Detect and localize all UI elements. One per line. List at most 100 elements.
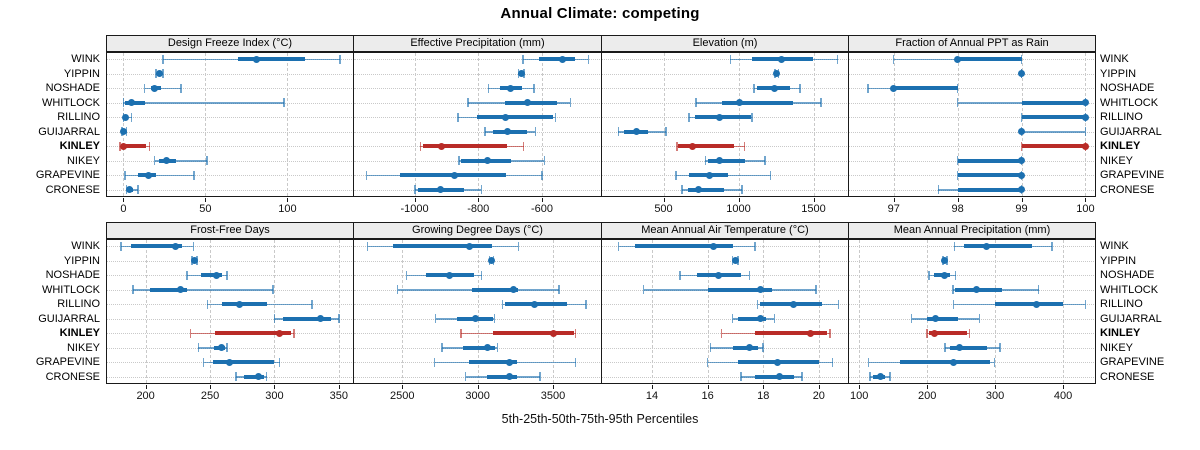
interval-25-75 — [995, 302, 1064, 307]
median-dot — [510, 286, 518, 294]
axis-tick-label: 50 — [199, 203, 212, 215]
median-dot — [436, 186, 444, 194]
interval-25-75 — [1021, 144, 1086, 149]
site-label-left-cronese: CRONESE — [45, 183, 100, 196]
interval-5-95 — [144, 87, 181, 89]
median-dot — [931, 329, 939, 337]
median-dot — [770, 84, 778, 92]
interval-cap-high — [574, 328, 577, 338]
interval-cap-low — [414, 185, 416, 195]
interval-cap-high — [585, 299, 587, 309]
site-label-left-yippin: YIPPIN — [63, 254, 100, 267]
axis-tick-label: 350 — [329, 390, 348, 402]
site-label-right-rillino: RILLINO — [1100, 298, 1143, 311]
median-dot — [119, 128, 127, 136]
panel-strip-design-freeze-index-c: Design Freeze Index (°C) — [106, 35, 354, 52]
interval-cap-high — [569, 98, 572, 108]
interval-cap-low — [731, 314, 734, 324]
gridline-x — [123, 53, 125, 196]
axis-tick-label: 100 — [850, 390, 869, 402]
interval-cap-low — [753, 83, 755, 93]
interval-cap-low — [405, 270, 408, 280]
median-dot — [524, 99, 532, 107]
interval-cap-low — [273, 314, 276, 324]
median-dot — [715, 157, 723, 165]
interval-cap-high — [339, 54, 341, 64]
axis-tick-label: 400 — [1053, 390, 1073, 402]
interval-cap-low — [189, 328, 192, 338]
interval-cap-high — [574, 357, 577, 367]
interval-cap-high — [148, 141, 151, 151]
interval-cap-low — [740, 372, 742, 382]
row-guide — [602, 318, 847, 320]
axis-tick — [287, 198, 289, 202]
axis-tick — [1021, 198, 1023, 202]
axis-tick-label: 1000 — [726, 203, 751, 215]
site-label-right-nikey: NIKEY — [1100, 154, 1134, 167]
row-guide — [107, 175, 352, 177]
interval-25-75 — [893, 86, 958, 91]
interval-cap-high — [311, 299, 313, 309]
median-dot — [501, 113, 509, 121]
row-guide — [107, 318, 352, 320]
axis-tick-label: 200 — [136, 390, 155, 402]
median-dot — [715, 271, 723, 279]
interval-cap-high — [956, 83, 959, 93]
interval-cap-low — [756, 299, 759, 309]
median-dot — [505, 373, 513, 381]
gridline-x — [205, 53, 207, 196]
row-guide — [107, 189, 352, 191]
interval-cap-low — [419, 141, 422, 151]
interval-cap-low — [467, 98, 469, 108]
panel-growing-degree-days-c — [353, 239, 602, 384]
axis-tick — [414, 198, 416, 202]
axis-tick — [145, 385, 147, 389]
site-label-right-nikey: NIKEY — [1100, 341, 1134, 354]
median-dot — [191, 257, 199, 265]
axis-tick-label: 300 — [265, 390, 284, 402]
gridline-x — [652, 240, 654, 383]
row-guide — [849, 131, 1094, 133]
interval-cap-low — [706, 357, 709, 367]
interval-cap-high — [799, 83, 801, 93]
interval-25-75 — [221, 302, 267, 307]
site-label-right-grapevine: GRAPEVINE — [1100, 169, 1165, 182]
interval-cap-high — [493, 314, 496, 324]
median-dot — [941, 257, 949, 265]
interval-25-75 — [201, 273, 222, 278]
axis-tick-label: 18 — [757, 390, 770, 402]
interval-cap-high — [978, 314, 981, 324]
interval-cap-low — [675, 170, 677, 180]
median-dot — [276, 329, 284, 337]
axis-tick — [813, 198, 815, 202]
site-label-right-cronese: CRONESE — [1100, 183, 1155, 196]
interval-cap-low — [681, 185, 683, 195]
interval-cap-low — [186, 270, 188, 280]
row-guide — [354, 260, 600, 262]
interval-cap-high — [1037, 285, 1040, 295]
interval-cap-low — [704, 156, 707, 166]
median-dot — [1033, 300, 1041, 308]
gridline-x — [338, 240, 340, 383]
median-dot — [317, 315, 325, 323]
interval-cap-high — [993, 357, 996, 367]
median-dot — [756, 286, 764, 294]
axis-tick — [995, 385, 997, 389]
interval-cap-high — [193, 170, 195, 180]
interval-25-75 — [927, 316, 959, 321]
axis-tick — [652, 385, 654, 389]
interval-cap-high — [543, 156, 546, 166]
interval-cap-low — [642, 285, 645, 295]
interval-25-75 — [149, 287, 187, 292]
interval-cap-low — [458, 156, 460, 166]
row-guide — [107, 117, 352, 119]
panel-strip-frost-free-days: Frost-Free Days — [106, 222, 354, 239]
site-label-left-noshade: NOSHADE — [45, 82, 100, 95]
interval-cap-high — [968, 328, 971, 338]
median-dot — [1018, 157, 1026, 165]
interval-cap-low — [457, 112, 459, 122]
interval-cap-high — [587, 54, 589, 64]
interval-25-75 — [215, 331, 292, 336]
interval-25-75 — [732, 345, 758, 350]
interval-cap-high — [480, 270, 483, 280]
